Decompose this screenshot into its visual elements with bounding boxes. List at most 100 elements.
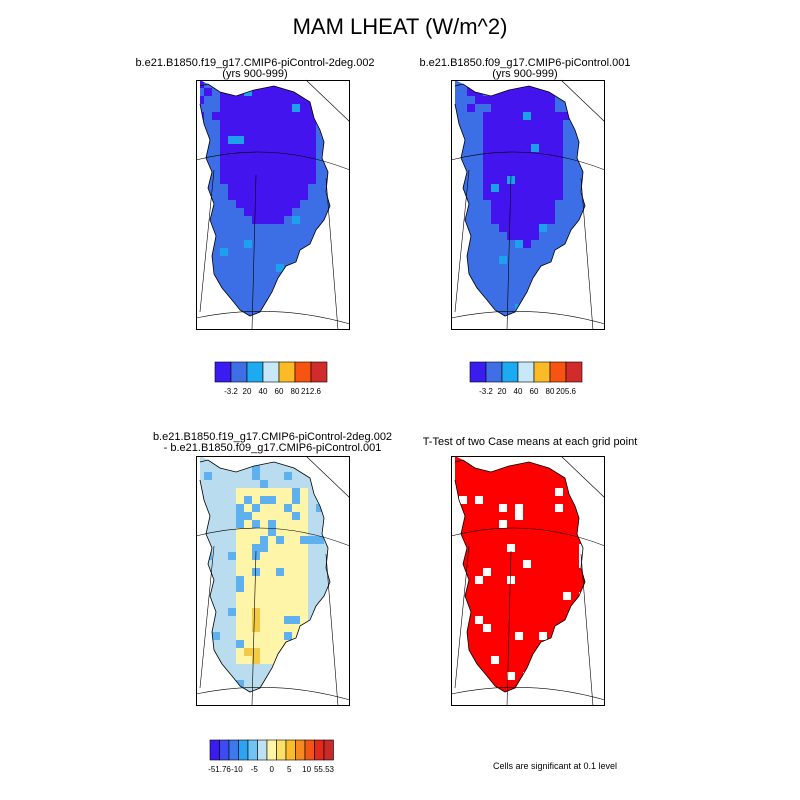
- grid-cell: [292, 192, 301, 201]
- grid-cell: [316, 208, 325, 217]
- grid-cell: [300, 488, 309, 497]
- grid-cell: [276, 112, 285, 121]
- grid-cell: [547, 504, 556, 513]
- grid-cell: [507, 216, 516, 225]
- grid-cell: [539, 624, 548, 633]
- grid-cell: [459, 496, 468, 505]
- grid-cell: [228, 168, 237, 177]
- grid-cell: [539, 528, 548, 537]
- grid-cell: [276, 640, 285, 649]
- grid-cell: [499, 536, 508, 545]
- grid-cell: [475, 648, 484, 657]
- grid-cell: [491, 152, 500, 161]
- grid-cell: [483, 216, 492, 225]
- grid-cell: [515, 112, 524, 121]
- grid-cell: [531, 112, 540, 121]
- grid-cell: [483, 504, 492, 513]
- grid-cell: [284, 144, 293, 153]
- grid-cell: [228, 280, 237, 289]
- grid-cell: [491, 184, 500, 193]
- grid-cell: [515, 184, 524, 193]
- grid-cell: [491, 224, 500, 233]
- grid-cell: [260, 656, 269, 665]
- longitude-line: [251, 550, 257, 707]
- grid-cell: [491, 304, 500, 313]
- grid-cell: [507, 584, 516, 593]
- grid-cell: [571, 512, 580, 521]
- grid-cell: [483, 656, 492, 665]
- grid-cell: [547, 136, 556, 145]
- grid-cell: [531, 592, 540, 601]
- grid-cell: [555, 496, 564, 505]
- grid-cell: [284, 232, 293, 241]
- grid-cell: [499, 600, 508, 609]
- grid-cell: [260, 272, 269, 281]
- grid-cell: [308, 544, 317, 553]
- grid-cell: [204, 480, 213, 489]
- grid-cell: [507, 488, 516, 497]
- grid-cell: [507, 568, 516, 577]
- grid-cell: [252, 576, 261, 585]
- grid-cell: [228, 120, 237, 129]
- grid-cell: [260, 568, 269, 577]
- grid-cell: [523, 264, 532, 273]
- grid-cell: [260, 640, 269, 649]
- grid-cell: [252, 544, 261, 553]
- grid-cell: [467, 576, 476, 585]
- grid-cell: [491, 208, 500, 217]
- grid-cell: [292, 224, 301, 233]
- grid-cell: [228, 240, 237, 249]
- grid-cell: [499, 168, 508, 177]
- grid-cell: [292, 144, 301, 153]
- colorbar-box: [238, 739, 249, 761]
- grid-cell: [260, 504, 269, 513]
- grid-cell: [515, 144, 524, 153]
- colorbar-box: [266, 739, 277, 761]
- grid-cell: [507, 160, 516, 169]
- grid-cell: [483, 568, 492, 577]
- grid-cell: [515, 528, 524, 537]
- grid-cell: [300, 168, 309, 177]
- grid-cell: [268, 248, 277, 257]
- grid-cell: [515, 256, 524, 265]
- grid-cell: [244, 544, 253, 553]
- grid-cell: [515, 600, 524, 609]
- grid-cell: [467, 568, 476, 577]
- grid-cell: [284, 128, 293, 137]
- grid-cell: [276, 248, 285, 257]
- grid-cell: [467, 624, 476, 633]
- grid-cell: [252, 680, 261, 689]
- grid-cell: [200, 96, 205, 105]
- grid-cell: [483, 616, 492, 625]
- grid-cell: [236, 488, 245, 497]
- grid-cell: [228, 528, 237, 537]
- grid-cell: [260, 648, 269, 657]
- grid-cell: [555, 120, 564, 129]
- grid-cell: [228, 256, 237, 265]
- grid-cell: [467, 648, 476, 657]
- grid-cell: [507, 184, 516, 193]
- grid-cell: [539, 544, 548, 553]
- grid-cell: [455, 456, 460, 465]
- grid-cell: [555, 104, 564, 113]
- grid-cell: [467, 256, 476, 265]
- grid-cell: [491, 496, 500, 505]
- grid-cell: [268, 168, 277, 177]
- grid-cell: [491, 528, 500, 537]
- grid-cell: [300, 584, 309, 593]
- map-panel-case2: [450, 79, 606, 331]
- grid-cell: [555, 152, 564, 161]
- grid-cell: [284, 472, 293, 481]
- grid-cell: [228, 592, 237, 601]
- grid-cell: [260, 136, 269, 145]
- grid-cell: [499, 520, 508, 529]
- grid-cell: [316, 536, 325, 545]
- longitude-line: [560, 455, 606, 499]
- grid-cell: [244, 560, 253, 569]
- grid-cell: [268, 504, 277, 513]
- grid-cell: [547, 160, 556, 169]
- grid-cell: [515, 664, 524, 673]
- grid-cell: [491, 568, 500, 577]
- grid-cell: [244, 616, 253, 625]
- grid-cell: [308, 512, 317, 521]
